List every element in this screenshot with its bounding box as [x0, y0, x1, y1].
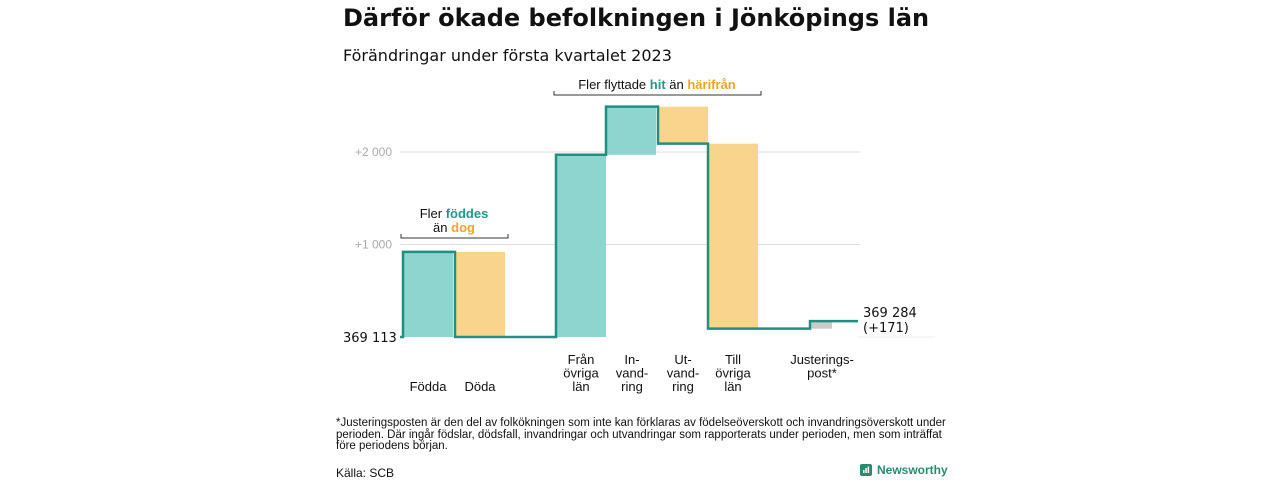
- end-change-label: (+171): [863, 321, 909, 336]
- annotation-bracket: [553, 91, 762, 96]
- bar-7: [810, 321, 832, 329]
- brand-name: Newsworthy: [877, 463, 948, 477]
- bar-3: [556, 154, 606, 337]
- grid-lines: +1 000 +2 000: [355, 145, 860, 252]
- annotation-births-deaths-line1: Fler föddes: [420, 206, 489, 221]
- footnote: *Justeringsposten är den del av folkökni…: [336, 417, 946, 452]
- chart-title: Därför ökade befolkningen i Jönköpings l…: [343, 4, 930, 32]
- category-label: Ut-vand-ring: [667, 352, 700, 394]
- category-label: Döda: [464, 379, 496, 394]
- bar-6: [708, 143, 758, 329]
- category-label: Födda: [410, 379, 448, 394]
- source-note: Källa: SCB: [336, 466, 395, 480]
- bar-1: [403, 251, 453, 337]
- y-tick-label: +2 000: [355, 145, 392, 159]
- bars: [403, 106, 832, 337]
- annotation-bracket: [400, 234, 509, 239]
- baseline-label: 369 113: [343, 331, 397, 346]
- newsworthy-logo-icon: [860, 464, 872, 476]
- category-label: Till övriga län: [715, 352, 751, 394]
- annotation-migration: Fler flyttade hit än härifrån: [578, 77, 736, 92]
- y-tick-label: +1 000: [355, 238, 392, 252]
- category-label: Från övriga län: [563, 352, 599, 394]
- brand-logo: Newsworthy: [860, 463, 948, 477]
- end-total-label: 369 284: [863, 306, 917, 321]
- axis-labels: 369 113 369 284(+171) Födda Döda Från övriga l…: [343, 306, 917, 394]
- chart-subtitle: Förändringar under första kvartalet 2023: [343, 46, 672, 65]
- bar-2: [455, 251, 505, 337]
- step-line: [400, 105, 935, 339]
- category-label: Justerings-post*: [790, 352, 854, 381]
- annotation-births-deaths-line2: än dog: [433, 220, 475, 235]
- category-label: In-vand-ring: [616, 352, 649, 394]
- bar-5: [658, 106, 708, 144]
- cumulative-step-line: [400, 105, 858, 339]
- bar-4: [606, 106, 656, 155]
